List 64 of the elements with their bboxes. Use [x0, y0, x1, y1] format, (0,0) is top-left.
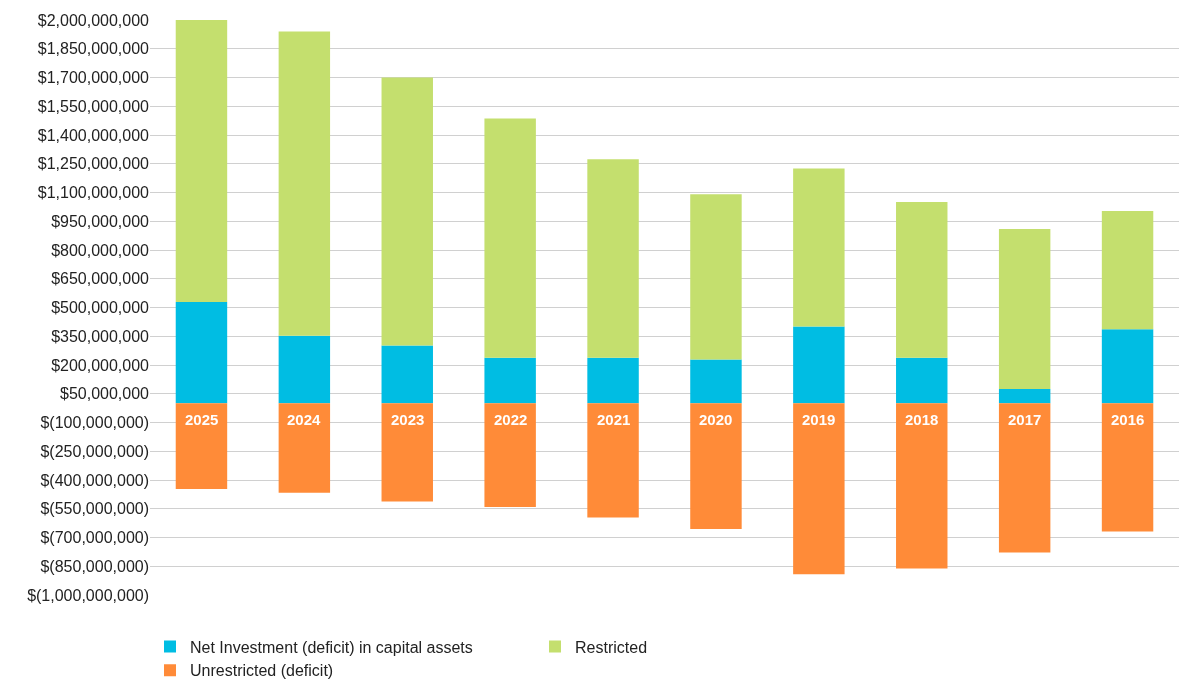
x-tick-label: 2021: [597, 411, 631, 428]
x-tick-label: 2018: [905, 411, 939, 428]
y-tick-label: $(700,000,000): [40, 529, 149, 547]
y-tick-label: $(1,000,000,000): [27, 586, 149, 604]
bar: [381, 345, 433, 404]
y-tick-label: $500,000,000: [51, 299, 150, 317]
y-tick-label: $50,000,000: [60, 385, 150, 403]
y-tick-label: $650,000,000: [51, 270, 150, 288]
bar: [998, 229, 1051, 389]
x-tick-label: 2024: [287, 411, 322, 428]
y-tick-label: $800,000,000: [51, 241, 150, 259]
y-tick-label: $350,000,000: [51, 327, 150, 345]
bar: [587, 403, 639, 518]
bar: [381, 403, 433, 502]
bar: [793, 168, 845, 327]
y-tick-label: $(400,000,000): [40, 471, 149, 489]
y-tick-label: $1,250,000,000: [37, 155, 150, 173]
x-tick-label: 2019: [802, 411, 836, 428]
x-tick-label: 2017: [1008, 411, 1042, 428]
bar: [690, 359, 742, 404]
bar: [1101, 329, 1154, 404]
bar: [587, 159, 639, 358]
bar: [484, 118, 536, 358]
y-tick-label: $1,400,000,000: [37, 126, 150, 144]
x-tick-label: 2022: [494, 411, 528, 428]
y-tick-label: $(550,000,000): [40, 500, 149, 518]
bar: [175, 20, 228, 302]
bar: [381, 77, 433, 346]
y-tick-label: $2,000,000,000: [37, 11, 150, 29]
bar: [690, 403, 742, 529]
x-tick-label: 2025: [185, 411, 219, 428]
bar: [1101, 211, 1154, 330]
bar: [793, 403, 845, 575]
y-tick-label: $1,550,000,000: [37, 97, 150, 115]
x-tick-label: 2020: [699, 411, 733, 428]
y-tick-label: $(850,000,000): [40, 557, 149, 575]
bar: [278, 31, 331, 336]
y-tick-label: $950,000,000: [51, 212, 150, 230]
y-tick-label: $(250,000,000): [40, 442, 149, 460]
bar: [896, 403, 948, 569]
bar: [793, 326, 845, 404]
bar: [278, 403, 331, 493]
bar: [1101, 403, 1154, 532]
bar: [587, 357, 639, 404]
bar: [175, 301, 228, 404]
bar: [278, 335, 331, 404]
y-tick-label: $1,850,000,000: [37, 40, 150, 58]
bar: [896, 201, 948, 358]
bar: [690, 194, 742, 360]
bar: [484, 403, 536, 508]
bar: [998, 403, 1051, 553]
bar: [175, 403, 228, 490]
y-tick-label: $(100,000,000): [40, 414, 149, 432]
y-tick-label: $1,700,000,000: [37, 69, 150, 87]
bar: [484, 357, 536, 404]
x-tick-label: 2023: [391, 411, 425, 428]
bar: [896, 357, 948, 404]
legend-label: Net Investment (deficit) in capital assets: [190, 638, 473, 656]
y-tick-label: $200,000,000: [51, 356, 150, 374]
legend-label: Restricted: [575, 638, 648, 656]
x-tick-label: 2016: [1111, 411, 1145, 428]
y-tick-label: $1,100,000,000: [37, 184, 150, 202]
bar: [998, 388, 1051, 404]
legend-label: Unrestricted (deficit): [190, 662, 334, 680]
